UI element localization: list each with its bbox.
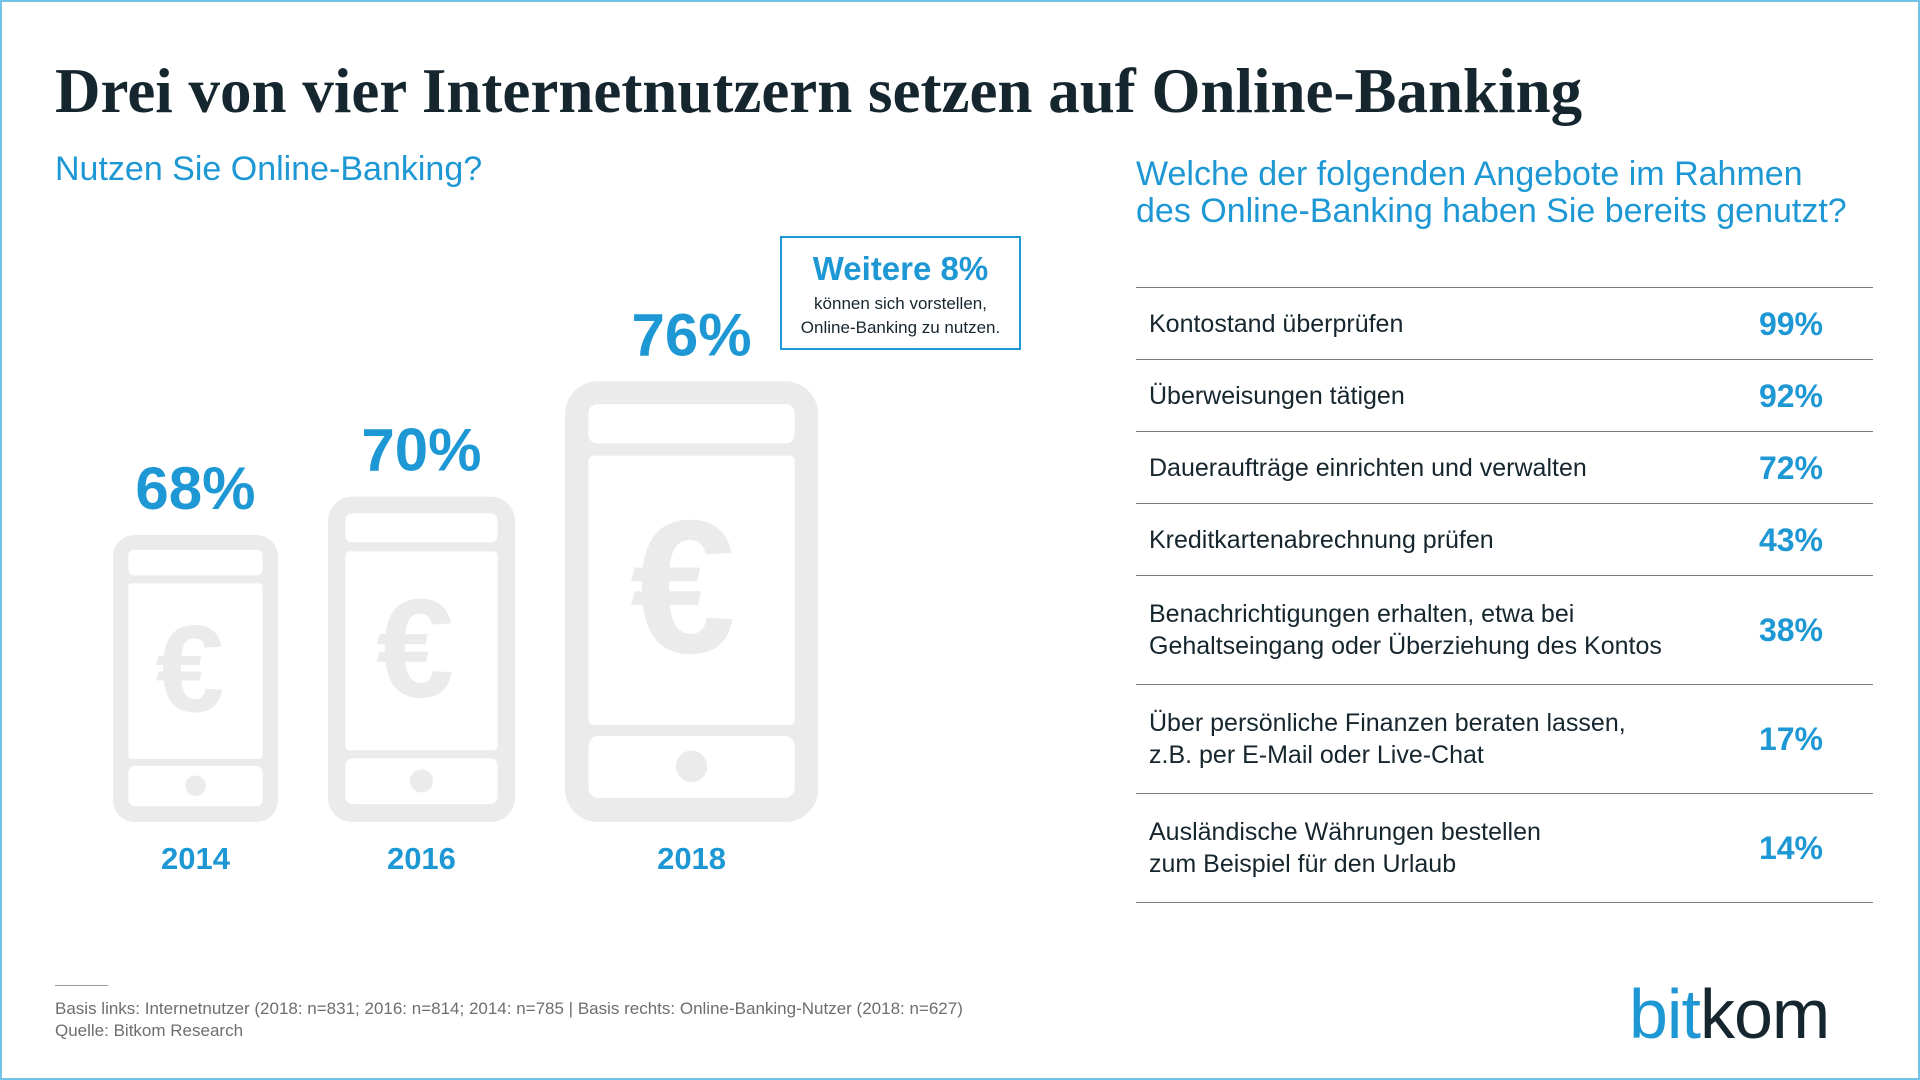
- category-label: 2018: [657, 841, 726, 876]
- row-value: 43%: [1758, 521, 1823, 558]
- bitkom-logo: bitkom: [1629, 979, 1830, 1049]
- euro-icon: €: [376, 570, 454, 727]
- footnote-divider: [55, 985, 108, 986]
- row-label: Benachrichtigungen erhalten, etwa bei Geh…: [1136, 598, 1662, 662]
- right-question-line: Welche der folgenden Angebote im Rahmen: [1136, 155, 1803, 193]
- euro-icon: €: [155, 600, 224, 738]
- bar-value-label: 76%: [632, 301, 752, 368]
- footnote-basis: Basis links: Internetnutzer (2018: n=831…: [55, 999, 963, 1018]
- phone-screen: [588, 455, 795, 726]
- logo-part-dark: kom: [1699, 975, 1830, 1053]
- row-label-line: Überweisungen tätigen: [1149, 381, 1405, 410]
- row-label-line: Benachrichtigungen erhalten, etwa bei: [1149, 600, 1575, 628]
- row-label-line: Daueraufträge einrichten und verwalten: [1149, 453, 1587, 482]
- logo-part-blue: bit: [1629, 975, 1701, 1053]
- row-label-line: Kreditkartenabrechnung prüfen: [1149, 525, 1494, 554]
- table-row: Ausländische Währungen bestellen zum Beis…: [1136, 794, 1873, 903]
- home-button-icon: [409, 769, 434, 793]
- right-question-line: des Online-Banking haben Sie bereits gen…: [1136, 192, 1847, 230]
- row-value: 17%: [1758, 721, 1823, 757]
- row-label-line: Ausländische Währungen bestellen: [1149, 818, 1541, 846]
- row-label: Über persönliche Finanzen beraten lassen…: [1136, 707, 1626, 771]
- page-title: Drei von vier Internetnutzern setzen auf…: [55, 56, 1583, 126]
- footnote: Basis links: Internetnutzer (2018: n=831…: [55, 998, 963, 1042]
- callout-box: Weitere 8% können sich vorstellen, Onlin…: [780, 236, 1021, 350]
- euro-icon: €: [630, 481, 736, 693]
- row-value: 72%: [1758, 449, 1823, 486]
- phone-bar: €: [564, 381, 819, 822]
- row-value: 99%: [1758, 305, 1823, 342]
- row-label-line: zum Beispiel für den Urlaub: [1149, 850, 1457, 878]
- callout-line: können sich vorstellen,: [814, 294, 987, 313]
- callout-headline: Weitere 8%: [812, 250, 989, 287]
- category-label: 2016: [387, 841, 456, 876]
- footnote-source: Quelle: Bitkom Research: [55, 1021, 244, 1040]
- phone-screen: [128, 583, 263, 759]
- row-label: Daueraufträge einrichten und verwalten: [1136, 452, 1587, 484]
- phone-speaker-area: [345, 513, 498, 543]
- left-question: Nutzen Sie Online-Banking?: [55, 150, 483, 188]
- phone-speaker-area: [588, 404, 795, 444]
- home-button-icon: [185, 775, 206, 796]
- phone-bar: €: [113, 535, 278, 822]
- row-label: Überweisungen tätigen: [1136, 380, 1405, 412]
- phone-bar: €: [327, 496, 515, 822]
- phone-speaker-area: [128, 549, 263, 576]
- callout-line: Online-Banking zu nutzen.: [800, 318, 1001, 337]
- row-label: Ausländische Währungen bestellen zum Beis…: [1136, 816, 1541, 880]
- table-row: Überweisungen tätigen 92%: [1136, 360, 1873, 432]
- row-value: 14%: [1758, 830, 1823, 866]
- phone-chart: €68% 2014 €70% 2016 €76% 2018: [113, 301, 819, 876]
- row-label: Kreditkartenabrechnung prüfen: [1136, 524, 1494, 556]
- table-row: Kreditkartenabrechnung prüfen 43%: [1136, 504, 1873, 576]
- row-label-line: Gehaltseingang oder Überziehung des Kont…: [1149, 632, 1662, 660]
- bar-value-label: 70%: [361, 417, 481, 484]
- callout-text: können sich vorstellen, Online-Banking z…: [782, 292, 1019, 340]
- offers-table: Kontostand überprüfen 99% Überweisungen tä…: [1136, 287, 1873, 903]
- right-question: Welche der folgenden Angebote im Rahmen …: [1136, 156, 1847, 230]
- row-label-line: Kontostand überprüfen: [1149, 309, 1404, 338]
- table-row: Daueraufträge einrichten und verwalten 72…: [1136, 432, 1873, 504]
- row-value: 38%: [1758, 612, 1823, 648]
- table-row: Benachrichtigungen erhalten, etwa bei Geh…: [1136, 576, 1873, 685]
- row-label-line: Über persönliche Finanzen beraten lassen…: [1149, 709, 1626, 737]
- table-row: Kontostand überprüfen 99%: [1136, 288, 1873, 360]
- bar-value-label: 68%: [135, 455, 255, 522]
- home-button-icon: [675, 750, 708, 782]
- row-label-line: z.B. per E-Mail oder Live-Chat: [1149, 741, 1484, 769]
- row-value: 92%: [1758, 377, 1823, 414]
- phone-screen: [345, 551, 498, 751]
- row-label: Kontostand überprüfen: [1136, 308, 1403, 340]
- table-row: Über persönliche Finanzen beraten lassen…: [1136, 685, 1873, 794]
- category-label: 2014: [161, 841, 231, 876]
